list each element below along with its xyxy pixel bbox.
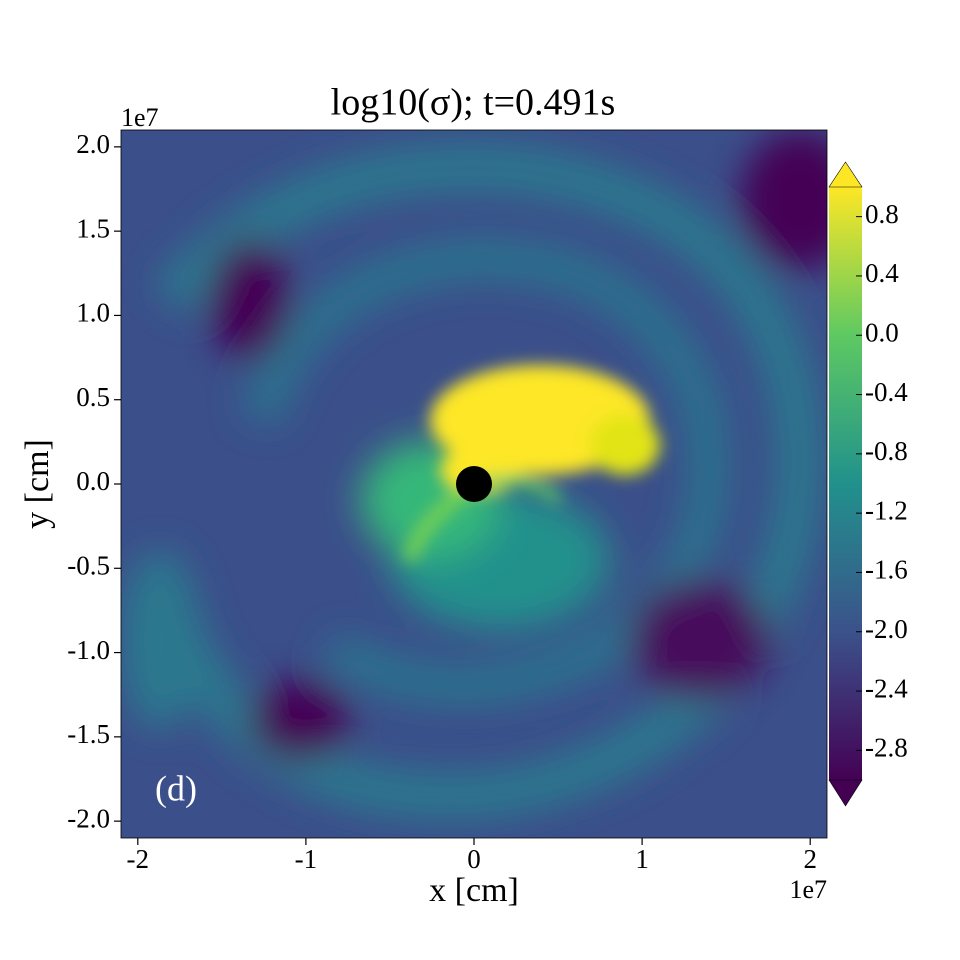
x-axis-label: x [cm] [429,872,519,909]
y-tick-label: 1.0 [76,298,110,328]
x-tick-label: 2 [803,844,817,874]
x-tick-label: -2 [127,844,150,874]
x-tick-label: 0 [467,844,481,874]
y-tick-label: 0.5 [76,382,110,412]
panel-label: (d) [155,768,197,808]
colorbar-tick-label: 0.4 [865,258,899,288]
y-tick-label: 2.0 [76,129,110,159]
colorbar-tick-label: -2.0 [865,614,908,644]
y-tick-label: -0.5 [67,550,110,580]
colorbar-tick-label: -2.4 [865,673,908,703]
colorbar-tick-label: -0.4 [865,377,908,407]
colorbar: 0.8 0.4 0.0 -0.4 -0.8 -1.2 -1.6 -2.0 -2.4 -2.8 [828,161,908,807]
y-tick-label: 0.0 [76,466,110,496]
colorbar-tick-label: -2.8 [865,733,908,763]
colorbar-tick-label: 0.0 [865,317,899,347]
y-tick-label: 1.5 [76,213,110,243]
y-axis-label: y [cm] [19,439,56,529]
colorbar-tick-label: -1.2 [865,495,908,525]
x-offset: 1e7 [789,875,827,904]
x-tick-label: 1 [635,844,649,874]
y-tick-label: -1.5 [67,719,110,749]
colorbar-extend-max [828,161,863,188]
y-offset: 1e7 [121,103,159,132]
colorbar-extend-min [828,779,863,807]
y-tick-label: -2.0 [67,803,110,833]
central-object [456,466,492,502]
chart-title: log10(σ); t=0.491s [331,82,616,124]
colorbar-tick-label: 0.8 [865,199,899,229]
y-tick-label: -1.0 [67,635,110,665]
colorbar-tick-label: -1.6 [865,555,908,585]
colorbar-gradient [829,187,862,780]
x-tick-label: -1 [295,844,318,874]
colorbar-tick-label: -0.8 [865,436,908,466]
